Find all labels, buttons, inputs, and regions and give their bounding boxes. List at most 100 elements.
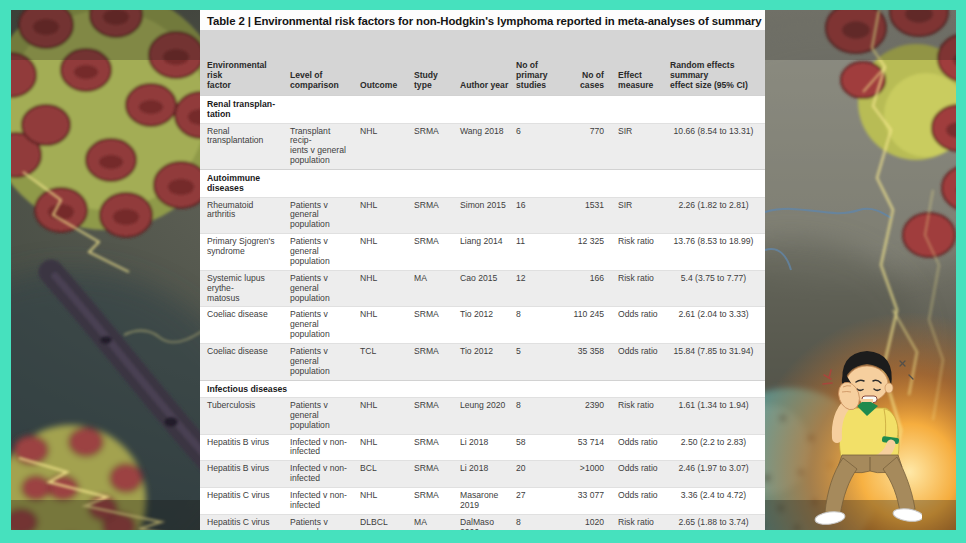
cell-effect-size: 15.84 (7.85 to 31.94) [666, 344, 765, 380]
cell-no-primary-studies: 11 [512, 234, 556, 270]
cell-study-type: SRMA [410, 461, 456, 487]
cell-effect-size: 5.4 (3.75 to 7.77) [666, 271, 765, 307]
cell-no-of-cases: 33 077 [556, 488, 614, 514]
col-header-risk-factor: Environmental risk factor [200, 59, 286, 92]
cell-effect-measure: Risk ratio [614, 271, 666, 307]
cell-effect-size: 2.50 (2.2 to 2.83) [666, 435, 765, 461]
cell-no-of-cases: >1000 [556, 461, 614, 487]
screenshot-frame: Table 2 | Environmental risk factors for… [0, 0, 966, 543]
table-header-row: Environmental risk factor Level of compa… [200, 30, 765, 95]
table-row: Coeliac disease Patients v general popul… [200, 306, 765, 343]
cell-author-year: Masarone 2019 [456, 488, 512, 514]
cell-no-primary-studies: 58 [512, 435, 556, 461]
cell-level-of-comparison: Infected v non- infected [286, 435, 356, 461]
cell-no-primary-studies: 6 [512, 124, 556, 170]
cell-author-year: Cao 2015 [456, 271, 512, 307]
cell-author-year: Wang 2018 [456, 124, 512, 170]
cell-no-of-cases: 770 [556, 124, 614, 170]
cell-effect-size: 2.26 (1.82 to 2.81) [666, 198, 765, 234]
col-header-study-type: Study type [410, 69, 456, 92]
cell-no-of-cases: 166 [556, 271, 614, 307]
meta-analysis-table-panel: Table 2 | Environmental risk factors for… [200, 10, 765, 530]
cell-effect-measure: Risk ratio [614, 398, 666, 434]
cell-study-type: MA [410, 271, 456, 307]
col-header-outcome: Outcome [356, 79, 410, 92]
cell-level-of-comparison: Patients v general population [286, 271, 356, 307]
col-header-no-primary-studies: No of primary studies [512, 59, 556, 92]
cell-level-of-comparison: Patients v general population [286, 307, 356, 343]
cell-risk-factor: Primary Sjogren's syndrome [200, 234, 286, 270]
cell-study-type: SRMA [410, 488, 456, 514]
cell-risk-factor: Systemic lupus erythe- matosus [200, 271, 286, 307]
spark-marks-icon [900, 361, 913, 379]
cell-level-of-comparison: Patients v general population [286, 398, 356, 434]
cell-effect-measure: Odds ratio [614, 344, 666, 380]
table-title: Table 2 | Environmental risk factors for… [200, 10, 765, 30]
cell-outcome: NHL [356, 307, 410, 343]
cell-study-type: SRMA [410, 398, 456, 434]
table-row: Systemic lupus erythe- matosus Patients … [200, 270, 765, 307]
col-header-level-of-comparison: Level of comparison [286, 69, 356, 92]
cell-no-of-cases: 35 358 [556, 344, 614, 380]
table-row: Coeliac disease Patients v general popul… [200, 343, 765, 380]
cell-outcome: NHL [356, 271, 410, 307]
cell-level-of-comparison: Patients v general population [286, 198, 356, 234]
cell-effect-size: 2.61 (2.04 to 3.33) [666, 307, 765, 343]
table-row: Rheumatoid arthritis Patients v general … [200, 197, 765, 234]
cell-risk-factor: Rheumatoid arthritis [200, 198, 286, 234]
cell-author-year: DalMaso 2006 [456, 515, 512, 530]
cell-effect-size: 13.76 (8.53 to 18.99) [666, 234, 765, 270]
table-body: Renal transplan- tation Renal transplant… [200, 95, 765, 530]
cell-author-year: Liang 2014 [456, 234, 512, 270]
cell-study-type: MA [410, 515, 456, 530]
cell-level-of-comparison: Transplant recip- ients v general popula… [286, 124, 356, 170]
cell-outcome: DLBCL [356, 515, 410, 530]
cell-outcome: TCL [356, 344, 410, 380]
cell-author-year: Li 2018 [456, 435, 512, 461]
cell-effect-measure: Odds ratio [614, 307, 666, 343]
cell-risk-factor: Renal transplantation [200, 124, 286, 170]
cell-no-of-cases: 53 714 [556, 435, 614, 461]
cell-effect-measure: Odds ratio [614, 435, 666, 461]
cell-effect-size: 1.61 (1.34 to 1.94) [666, 398, 765, 434]
cell-no-of-cases: 12 325 [556, 234, 614, 270]
table-row: Hepatitis C virus Infected v non- infect… [200, 487, 765, 514]
cell-risk-factor: Hepatitis C virus [200, 515, 286, 530]
cell-study-type: SRMA [410, 234, 456, 270]
cell-risk-factor: Coeliac disease [200, 344, 286, 380]
section-label: Renal transplan- tation [200, 96, 765, 123]
cell-level-of-comparison: Patients v general population [286, 515, 356, 530]
cell-no-primary-studies: 8 [512, 515, 556, 530]
cell-no-of-cases: 110 245 [556, 307, 614, 343]
cell-effect-measure: Risk ratio [614, 234, 666, 270]
cell-level-of-comparison: Patients v general population [286, 234, 356, 270]
cell-effect-size: 3.36 (2.4 to 4.72) [666, 488, 765, 514]
table-row: Renal transplantation Transplant recip- … [200, 123, 765, 170]
cell-effect-measure: SIR [614, 124, 666, 170]
cell-no-primary-studies: 12 [512, 271, 556, 307]
cell-author-year: Tio 2012 [456, 344, 512, 380]
table-row: Primary Sjogren's syndrome Patients v ge… [200, 233, 765, 270]
table-row: Tuberculosis Patients v general populati… [200, 397, 765, 434]
cell-study-type: SRMA [410, 435, 456, 461]
cell-no-primary-studies: 27 [512, 488, 556, 514]
cell-effect-measure: Risk ratio [614, 515, 666, 530]
table-row: Hepatitis B virus Infected v non- infect… [200, 434, 765, 461]
illustration-stage: Table 2 | Environmental risk factors for… [11, 10, 956, 530]
cell-no-primary-studies: 8 [512, 307, 556, 343]
cell-level-of-comparison: Infected v non- infected [286, 488, 356, 514]
cell-no-of-cases: 2390 [556, 398, 614, 434]
stress-marks-icon [823, 370, 832, 384]
section-label: Autoimmune diseases [200, 170, 765, 197]
cell-author-year: Li 2018 [456, 461, 512, 487]
table-row: Hepatitis C virus Patients v general pop… [200, 514, 765, 530]
cell-author-year: Simon 2015 [456, 198, 512, 234]
cell-risk-factor: Hepatitis C virus [200, 488, 286, 514]
cell-risk-factor: Coeliac disease [200, 307, 286, 343]
cell-author-year: Tio 2012 [456, 307, 512, 343]
cell-study-type: SRMA [410, 344, 456, 380]
col-header-effect-size: Random effects summary effect size (95% … [666, 59, 765, 92]
cell-effect-size: 2.46 (1.97 to 3.07) [666, 461, 765, 487]
cell-author-year: Leung 2020 [456, 398, 512, 434]
table-section-row: Autoimmune diseases [200, 169, 765, 197]
